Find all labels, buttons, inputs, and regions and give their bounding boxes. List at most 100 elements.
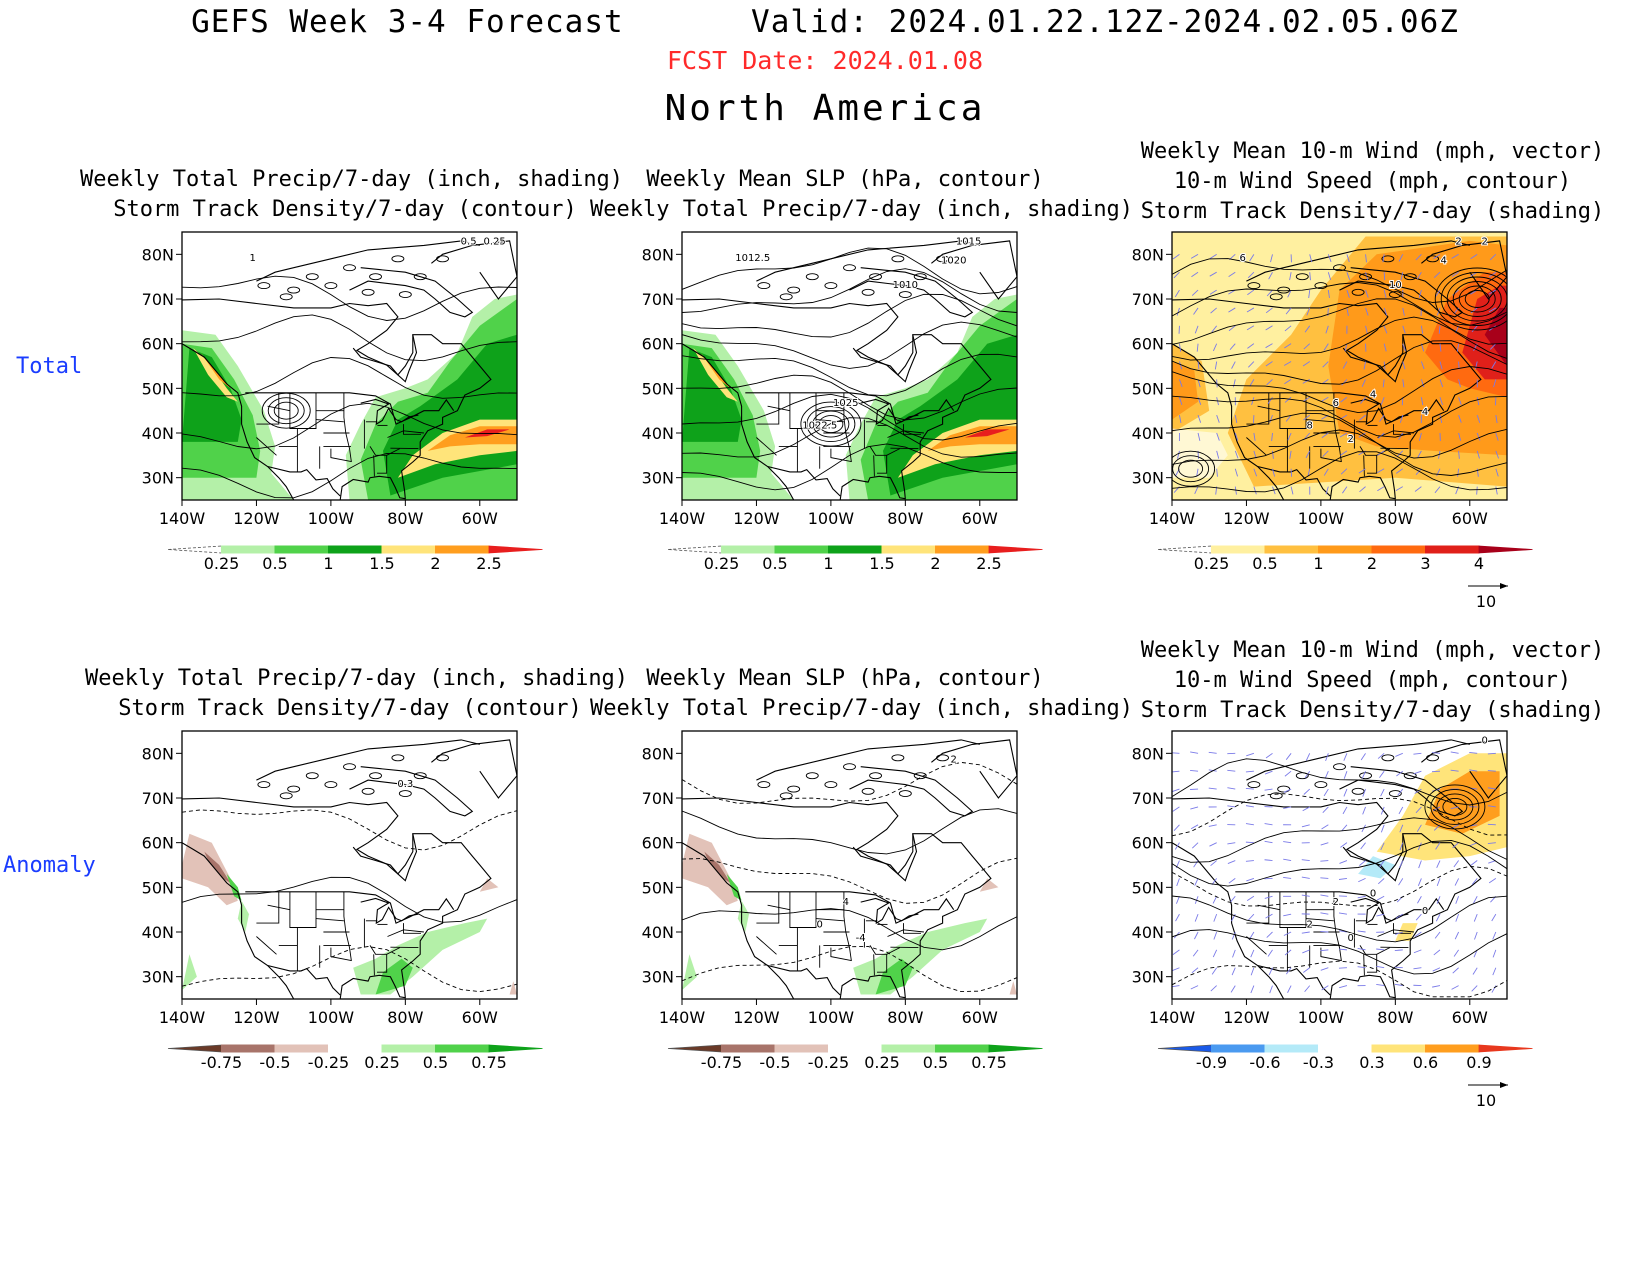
wind-vector-189 (1346, 307, 1349, 316)
wind-vector-64 (1357, 930, 1366, 933)
arctic-island-7 (391, 754, 405, 762)
coastline-1 (182, 797, 492, 999)
colorbar-swatch (1211, 1044, 1266, 1053)
contour-line-0 (1172, 960, 1507, 998)
state-boundary-17 (1246, 437, 1267, 456)
state-boundary-3 (315, 918, 344, 922)
state-boundary-8 (330, 947, 352, 962)
state-boundary-18 (767, 904, 790, 911)
contour-label: 1012.5 (735, 253, 770, 264)
coastline-7 (360, 897, 419, 925)
colorbar-end-low (667, 1044, 722, 1053)
wind-vector-220 (1247, 271, 1255, 279)
state-boundary-17 (756, 437, 777, 456)
wind-vector-86 (1435, 913, 1441, 922)
coastline-0 (682, 842, 795, 999)
wind-vector-52 (1473, 949, 1478, 958)
coastline-7 (860, 398, 919, 426)
wind-vector-70 (1474, 931, 1478, 940)
wind-vector-134 (1322, 361, 1329, 368)
wind-vector-220 (1245, 770, 1254, 773)
wind-vector-207 (1346, 289, 1350, 298)
wind-vector-156 (1402, 343, 1406, 352)
wind-vector-199 (1191, 289, 1199, 296)
wind-vector-142 (1475, 361, 1478, 370)
colorbar-swatch (381, 545, 436, 554)
wind-vector-209 (1380, 788, 1385, 797)
arctic-island-6 (257, 781, 271, 789)
state-boundary-18 (1257, 405, 1280, 412)
wind-vector-64 (1358, 432, 1366, 438)
lon-tick-label: 60W (1452, 1008, 1488, 1027)
wind-vector-89 (1491, 913, 1497, 922)
wind-vector-6 (1290, 486, 1294, 495)
wind-vector-183 (1227, 805, 1236, 808)
colorbar-tick-label: -0.6 (1249, 1053, 1280, 1072)
wind-vector-98 (1321, 396, 1329, 402)
map-content: 2 4 0 -4 (682, 731, 1017, 999)
colorbar-swatch (721, 1044, 776, 1053)
title-main: GEFS Week 3-4 Forecast (191, 4, 624, 40)
wind-vector-84 (1395, 913, 1404, 919)
wind-vector-120 (1402, 379, 1405, 388)
colorbar-tick-label: -0.5 (259, 1053, 290, 1072)
wind-vector-67 (1414, 931, 1422, 938)
panel-2-title-line-1: Weekly Mean SLP (hPa, contour) (646, 167, 1044, 192)
wind-vector-226 (1361, 771, 1366, 779)
coastline-2 (849, 267, 974, 318)
wind-vector-158 (1439, 343, 1442, 352)
wind-vector-162 (1173, 824, 1180, 831)
lon-tick-label: 100W (808, 1008, 855, 1027)
wind-vector-197 (1487, 805, 1496, 808)
contour-label: 0.25 (484, 237, 506, 248)
wind-vector-15 (1451, 985, 1459, 990)
contour-label: 0 (1481, 736, 1487, 747)
wind-vector-152 (1320, 842, 1329, 846)
anom-shade-atlantic-dry (1009, 981, 1017, 995)
state-boundary-18 (267, 405, 290, 412)
lon-tick-label: 120W (1223, 509, 1270, 528)
arctic-island-2 (369, 273, 383, 281)
lat-tick-label: 50N (142, 379, 174, 398)
wind-speed-ring-5 (1440, 272, 1507, 326)
wind-vector-4 (1250, 985, 1255, 994)
wind-vector-139 (1420, 361, 1425, 370)
wind-vector-234 (1172, 752, 1180, 754)
wind-vector-148 (1245, 841, 1254, 844)
wind-vector-210 (1397, 788, 1404, 796)
map-panel-anomaly-slp-precip: 2 4 0 -4 80N 70N 60N 50N 40N 30N 140W 120W 100W 80W 60… (642, 730, 1043, 1072)
wind-vector-227 (1379, 770, 1385, 778)
wind-vector-108 (1176, 878, 1180, 887)
wind-vector-193 (1415, 806, 1422, 814)
coastline-8 (352, 334, 414, 376)
colorbar-tick-label: 0.5 (423, 1053, 448, 1072)
wind-vector-0 (1172, 985, 1180, 988)
wind-vector-60 (1287, 432, 1292, 441)
wind-vector-78 (1285, 414, 1292, 422)
lon-tick-label: 60W (962, 1008, 998, 1027)
wind-vector-147 (1229, 343, 1236, 350)
lat-tick-label: 70N (1132, 290, 1164, 309)
wind-vector-144 (1174, 842, 1180, 850)
lon-tick-label: 60W (462, 1008, 498, 1027)
lat-tick-label: 80N (1132, 245, 1164, 264)
wind-vector-219 (1228, 271, 1236, 278)
arctic-island-9 (1269, 293, 1283, 301)
wind-vector-11 (1376, 983, 1385, 987)
contour-line-3 (1172, 865, 1507, 907)
wind-vector-58 (1249, 931, 1255, 940)
wind-vector-94 (1246, 895, 1255, 902)
state-boundary-18 (767, 405, 790, 412)
wind-vector-236 (1208, 751, 1217, 754)
lat-tick-label: 40N (1132, 424, 1164, 443)
contour-line-7 (1172, 758, 1507, 806)
wind-vector-26 (1320, 967, 1329, 971)
colorbar: -0.75 -0.5 -0.25 0.25 0.5 0.75 (167, 1044, 543, 1072)
coastline-6 (267, 964, 341, 996)
wind-vector-22 (1253, 468, 1258, 477)
lon-tick-label: 120W (733, 1008, 780, 1027)
wind-vector-133 (1301, 859, 1310, 861)
wind-vector-6 (1287, 985, 1292, 993)
wind-vector-62 (1320, 931, 1329, 933)
colorbar-swatch (328, 1044, 383, 1053)
